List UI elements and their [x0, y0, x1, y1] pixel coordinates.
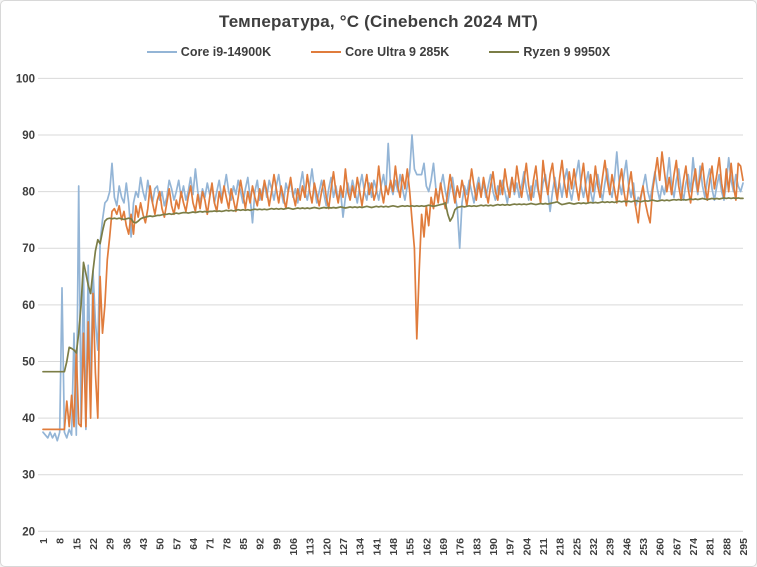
x-axis-label: 274: [688, 538, 700, 556]
series-line-core-ultra-9-285k: [42, 151, 744, 431]
x-axis-label: 64: [188, 538, 200, 550]
x-axis-label: 92: [255, 538, 267, 550]
x-axis-label: 127: [338, 538, 350, 556]
x-axis-label: 106: [288, 538, 300, 556]
series-line-core-i9-14900k: [42, 134, 744, 442]
legend-label: Core Ultra 9 285K: [345, 45, 450, 59]
x-axis-label: 225: [571, 538, 583, 556]
x-axis-label: 71: [205, 538, 217, 550]
x-axis-label: 253: [638, 538, 650, 556]
x-axis-label: 295: [738, 538, 750, 556]
x-axis-label: 120: [321, 538, 333, 556]
legend-label: Ryzen 9 9950X: [523, 45, 611, 59]
y-axis-label: 60: [22, 300, 35, 312]
x-axis-label: 162: [421, 538, 433, 556]
x-axis-label: 15: [71, 538, 83, 550]
legend-label: Core i9-14900K: [180, 45, 272, 59]
legend-item-core-ultra-9-285k: Core Ultra 9 285K: [311, 45, 449, 59]
y-axis-label: 30: [22, 470, 35, 482]
x-axis-label: 190: [488, 538, 500, 556]
x-axis-label: 99: [271, 538, 283, 550]
x-axis-label: 113: [305, 538, 317, 555]
x-axis-label: 85: [238, 538, 250, 550]
x-axis-label: 29: [105, 538, 117, 550]
x-axis-label: 134: [355, 538, 367, 556]
x-axis-label: 176: [455, 538, 467, 556]
legend-item-ryzen-9-9950x: Ryzen 9 9950X: [489, 45, 610, 59]
x-axis-label: 22: [88, 538, 100, 550]
x-axis-label: 239: [605, 538, 617, 556]
x-axis-label: 218: [555, 538, 567, 556]
x-axis-label: 232: [588, 538, 600, 556]
y-axis-label: 40: [22, 413, 35, 425]
x-axis-label: 57: [171, 538, 183, 550]
x-axis-label: 169: [438, 538, 450, 556]
chart-legend: Core i9-14900K Core Ultra 9 285K Ryzen 9…: [1, 45, 756, 59]
x-axis-label: 267: [671, 538, 683, 556]
x-axis-label: 281: [705, 538, 717, 556]
y-axis-label: 80: [22, 187, 35, 199]
y-axis-label: 20: [22, 526, 35, 538]
x-axis-label: 260: [655, 538, 667, 556]
legend-line-sample-icon: [146, 51, 177, 53]
x-axis-label: 246: [621, 538, 633, 556]
chart-title: Температура, °C (Cinebench 2024 MT): [218, 12, 538, 31]
x-axis-label: 148: [388, 538, 400, 556]
x-axis-label: 288: [721, 538, 733, 556]
x-axis-label: 141: [371, 538, 383, 556]
x-axis-label: 1: [38, 538, 50, 544]
x-axis-label: 204: [521, 538, 533, 556]
x-axis-label: 8: [55, 538, 67, 544]
legend-line-sample-icon: [311, 51, 342, 53]
x-axis-label: 183: [471, 538, 483, 556]
y-axis-label: 50: [22, 356, 35, 368]
x-axis-label: 211: [538, 538, 550, 555]
x-axis-label: 78: [221, 538, 233, 550]
y-axis-label: 90: [22, 130, 35, 142]
legend-item-core-i9-14900k: Core i9-14900K: [146, 45, 272, 59]
x-axis-label: 155: [405, 538, 417, 556]
x-axis-label: 197: [505, 538, 517, 556]
legend-line-sample-icon: [489, 51, 520, 53]
y-axis-label: 70: [22, 243, 35, 255]
x-axis-label: 50: [155, 538, 167, 550]
x-axis-label: 36: [121, 538, 133, 550]
series-line-ryzen-9-9950x: [42, 197, 744, 373]
x-axis-label: 43: [138, 538, 150, 550]
y-axis-label: 100: [16, 73, 35, 85]
